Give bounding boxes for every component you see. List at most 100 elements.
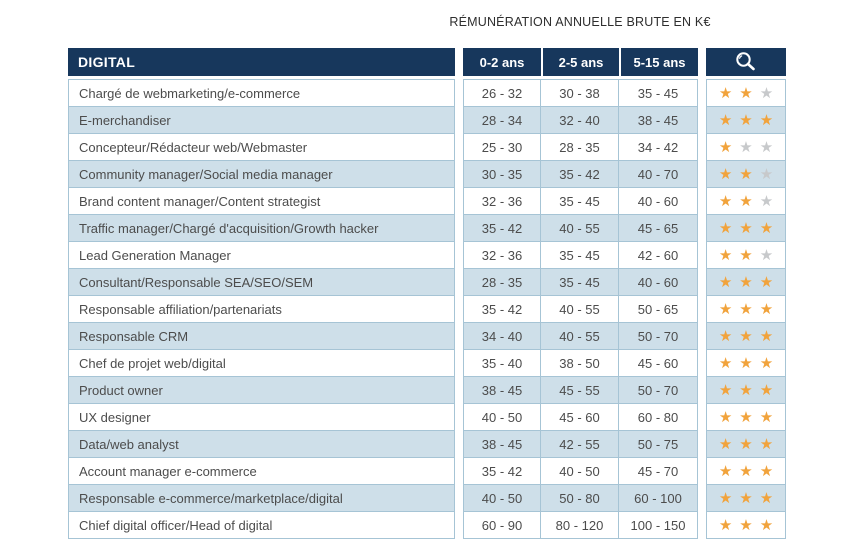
salary-0-2-cell: 32 - 36 [463,241,541,269]
column-gap [455,187,463,215]
star-filled-icon: ★ [759,435,774,453]
salary-2-5-cell: 45 - 60 [541,403,619,431]
table-row: UX designer 40 - 50 45 - 60 60 - 80 ★ ★ ★ [68,403,786,431]
salary-2-5-cell: 45 - 55 [541,376,619,404]
star-filled-icon: ★ [718,165,733,183]
salary-5-15-cell: 45 - 70 [619,457,698,485]
star-filled-icon: ★ [718,219,733,237]
column-gap [455,241,463,269]
magnifier-icon [732,50,760,74]
salary-5-15-cell: 40 - 60 [619,187,698,215]
star-filled-icon: ★ [739,327,753,345]
column-gap [698,106,706,134]
star-filled-icon: ★ [718,111,733,129]
salary-5-15-cell: 45 - 60 [619,349,698,377]
salary-5-15-cell: 40 - 60 [619,268,698,296]
star-filled-icon: ★ [759,489,774,507]
column-gap [698,241,706,269]
star-filled-icon: ★ [718,84,733,102]
star-filled-icon: ★ [718,516,733,534]
table-row: Brand content manager/Content strategist… [68,187,786,215]
star-filled-icon: ★ [759,354,774,372]
star-filled-icon: ★ [739,489,753,507]
star-filled-icon: ★ [759,327,774,345]
salary-2-5-cell: 80 - 120 [541,511,619,539]
salary-0-2-cell: 26 - 32 [463,79,541,107]
salary-2-5-cell: 32 - 40 [541,106,619,134]
table-row: Account manager e-commerce 35 - 42 40 - … [68,457,786,485]
job-title-cell: Brand content manager/Content strategist [68,187,455,215]
salary-0-2-cell: 30 - 35 [463,160,541,188]
job-title-cell: Account manager e-commerce [68,457,455,485]
star-filled-icon: ★ [739,354,753,372]
star-filled-icon: ★ [718,381,733,399]
column-gap [455,457,463,485]
table-row: Responsable CRM 34 - 40 40 - 55 50 - 70 … [68,322,786,350]
table-body: Chargé de webmarketing/e-commerce 26 - 3… [68,79,786,539]
star-filled-icon: ★ [739,516,753,534]
star-rating-cell: ★ ★ ★ [706,160,786,188]
salary-0-2-cell: 38 - 45 [463,430,541,458]
star-rating-cell: ★ ★ ★ [706,295,786,323]
star-empty-icon: ★ [759,138,774,156]
table-row: Traffic manager/Chargé d'acquisition/Gro… [68,214,786,242]
salary-5-15-cell: 38 - 45 [619,106,698,134]
salary-5-15-cell: 100 - 150 [619,511,698,539]
star-rating-cell: ★ ★ ★ [706,484,786,512]
salary-0-2-cell: 40 - 50 [463,403,541,431]
star-rating-cell: ★ ★ ★ [706,403,786,431]
star-filled-icon: ★ [718,192,733,210]
job-title-cell: Responsable e-commerce/marketplace/digit… [68,484,455,512]
rating-column-header [706,48,786,76]
salary-2-5-cell: 35 - 45 [541,187,619,215]
experience-column-header-5-15: 5-15 ans [619,48,698,76]
star-filled-icon: ★ [718,138,733,156]
salary-2-5-cell: 40 - 55 [541,295,619,323]
table-row: Chief digital officer/Head of digital 60… [68,511,786,539]
job-title-cell: Product owner [68,376,455,404]
table-row: Responsable affiliation/partenariats 35 … [68,295,786,323]
column-gap [455,160,463,188]
experience-column-header-0-2: 0-2 ans [463,48,541,76]
salary-0-2-cell: 34 - 40 [463,322,541,350]
column-gap [698,322,706,350]
star-filled-icon: ★ [759,219,774,237]
column-gap [455,295,463,323]
star-filled-icon: ★ [718,327,733,345]
star-empty-icon: ★ [739,138,753,156]
column-gap [698,48,706,76]
star-rating-cell: ★ ★ ★ [706,214,786,242]
salary-0-2-cell: 35 - 40 [463,349,541,377]
table-row: Chargé de webmarketing/e-commerce 26 - 3… [68,79,786,107]
star-filled-icon: ★ [759,300,774,318]
salary-5-15-cell: 35 - 45 [619,79,698,107]
star-filled-icon: ★ [718,435,733,453]
salary-2-5-cell: 50 - 80 [541,484,619,512]
job-title-cell: Lead Generation Manager [68,241,455,269]
salary-5-15-cell: 60 - 80 [619,403,698,431]
job-title-cell: Traffic manager/Chargé d'acquisition/Gro… [68,214,455,242]
column-gap [698,295,706,323]
star-filled-icon: ★ [759,273,774,291]
salary-5-15-cell: 50 - 70 [619,376,698,404]
star-empty-icon: ★ [759,192,774,210]
table-row: E-merchandiser 28 - 34 32 - 40 38 - 45 ★… [68,106,786,134]
star-filled-icon: ★ [739,408,753,426]
column-gap [455,214,463,242]
table-row: Community manager/Social media manager 3… [68,160,786,188]
column-gap [698,133,706,161]
salary-0-2-cell: 40 - 50 [463,484,541,512]
job-title-cell: Chargé de webmarketing/e-commerce [68,79,455,107]
salary-table: DIGITAL 0-2 ans 2-5 ans 5-15 ans Chargé … [68,48,786,539]
star-filled-icon: ★ [739,435,753,453]
star-rating-cell: ★ ★ ★ [706,268,786,296]
column-gap [455,322,463,350]
column-gap [455,376,463,404]
star-rating-cell: ★ ★ ★ [706,322,786,350]
star-filled-icon: ★ [759,462,774,480]
column-gap [455,349,463,377]
star-empty-icon: ★ [759,165,774,183]
salary-2-5-cell: 40 - 55 [541,322,619,350]
job-title-cell: Concepteur/Rédacteur web/Webmaster [68,133,455,161]
